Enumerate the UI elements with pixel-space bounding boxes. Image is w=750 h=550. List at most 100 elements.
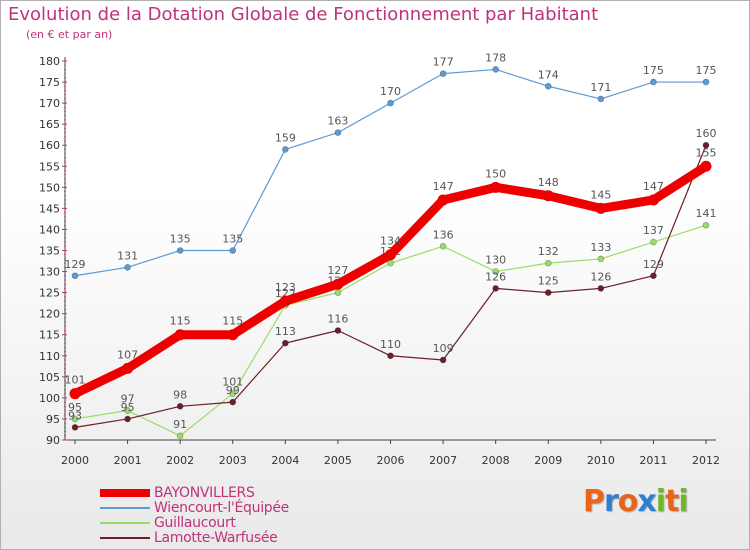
data-label-bayonvillers: 115 <box>170 315 191 328</box>
y-tick-label: 90 <box>46 434 60 447</box>
data-point-wiencourt-l-quip-e <box>439 70 447 77</box>
y-tick-label: 125 <box>39 287 60 300</box>
y-tick-label: 155 <box>39 160 60 173</box>
data-point-guillaucourt <box>176 432 184 440</box>
y-tick-label: 170 <box>39 97 60 110</box>
data-label-lamotte-warfus-e: 113 <box>275 325 296 338</box>
logo-letter: i <box>678 484 688 519</box>
y-tick-label: 120 <box>39 308 60 321</box>
data-point-guillaucourt <box>702 221 710 229</box>
data-label-wiencourt-l-quip-e: 175 <box>696 64 717 77</box>
data-label-lamotte-warfus-e: 116 <box>327 313 348 326</box>
data-label-lamotte-warfus-e: 99 <box>226 384 240 397</box>
data-point-bayonvillers <box>595 202 607 214</box>
data-point-lamotte-warfus-e <box>229 398 237 406</box>
logo-letter: P <box>583 484 605 519</box>
data-point-guillaucourt <box>334 289 342 296</box>
data-point-wiencourt-l-quip-e <box>229 247 237 254</box>
data-label-lamotte-warfus-e: 126 <box>590 270 611 283</box>
x-tick-label: 2005 <box>324 454 352 467</box>
series-line-lamotte-warfus-e <box>74 144 707 428</box>
logo-letter: x <box>637 484 656 519</box>
data-label-lamotte-warfus-e: 95 <box>121 401 135 414</box>
data-label-bayonvillers: 147 <box>643 180 664 193</box>
data-label-wiencourt-l-quip-e: 174 <box>538 68 559 81</box>
data-label-guillaucourt: 101 <box>222 376 243 389</box>
data-point-lamotte-warfus-e <box>124 415 131 423</box>
data-label-bayonvillers: 147 <box>433 180 454 193</box>
data-label-lamotte-warfus-e: 109 <box>433 342 454 355</box>
data-point-wiencourt-l-quip-e <box>597 95 605 103</box>
data-point-bayonvillers <box>69 388 81 400</box>
legend-label: Guillaucourt <box>154 515 236 531</box>
y-tick-label: 165 <box>39 118 60 131</box>
data-point-bayonvillers <box>490 181 502 193</box>
data-label-bayonvillers: 127 <box>327 264 348 277</box>
y-tick-label: 175 <box>39 76 60 89</box>
data-label-wiencourt-l-quip-e: 178 <box>485 51 506 64</box>
data-point-wiencourt-l-quip-e <box>176 247 184 254</box>
data-label-lamotte-warfus-e: 110 <box>380 338 401 351</box>
data-label-bayonvillers: 123 <box>275 281 296 294</box>
data-point-lamotte-warfus-e <box>439 356 447 364</box>
x-tick-label: 2004 <box>271 454 299 467</box>
legend-swatch-wiencourt <box>100 507 150 509</box>
data-point-guillaucourt <box>124 407 131 414</box>
data-point-lamotte-warfus-e <box>387 352 394 360</box>
data-point-guillaucourt <box>439 242 447 250</box>
data-point-bayonvillers <box>279 295 291 307</box>
data-label-lamotte-warfus-e: 125 <box>538 275 559 288</box>
logo-letter: o <box>617 484 639 519</box>
data-point-wiencourt-l-quip-e <box>124 264 131 271</box>
y-tick-label: 135 <box>39 245 60 258</box>
x-tick-label: 2010 <box>587 454 615 467</box>
data-point-wiencourt-l-quip-e <box>334 129 342 136</box>
x-tick-label: 2009 <box>534 454 562 467</box>
data-label-bayonvillers: 134 <box>380 235 401 248</box>
data-point-guillaucourt <box>544 259 552 267</box>
y-tick-label: 105 <box>39 371 60 384</box>
y-tick-label: 100 <box>39 392 60 405</box>
y-tick-label: 150 <box>39 181 60 194</box>
data-point-bayonvillers <box>332 278 344 290</box>
x-tick-label: 2000 <box>61 454 89 467</box>
data-label-guillaucourt: 91 <box>173 418 187 431</box>
legend-swatch-lamotte <box>100 537 150 539</box>
logo-letter: t <box>665 484 679 519</box>
proxiti-logo: Proxiti <box>583 484 689 519</box>
data-label-guillaucourt: 130 <box>485 254 506 267</box>
data-point-lamotte-warfus-e <box>176 403 184 410</box>
x-tick-label: 2008 <box>482 454 510 467</box>
data-label-lamotte-warfus-e: 160 <box>696 127 717 140</box>
data-label-guillaucourt: 132 <box>538 245 559 258</box>
logo-letter: r <box>604 484 619 519</box>
data-point-wiencourt-l-quip-e <box>71 272 79 280</box>
x-tick-label: 2001 <box>114 454 142 467</box>
data-label-lamotte-warfus-e: 126 <box>485 270 506 283</box>
y-tick-label: 160 <box>39 139 60 152</box>
data-point-wiencourt-l-quip-e <box>650 78 657 86</box>
data-point-bayonvillers <box>227 329 239 341</box>
data-label-lamotte-warfus-e: 129 <box>643 258 664 271</box>
series-line-bayonvillers <box>70 161 711 399</box>
data-label-guillaucourt: 136 <box>433 228 454 241</box>
data-point-wiencourt-l-quip-e <box>387 99 394 107</box>
data-label-guillaucourt: 97 <box>121 393 135 406</box>
data-label-wiencourt-l-quip-e: 135 <box>170 233 191 246</box>
data-label-guillaucourt: 137 <box>643 224 664 237</box>
legend-swatch-bayonvillers <box>100 489 150 497</box>
data-label-guillaucourt: 95 <box>68 401 82 414</box>
y-tick-label: 95 <box>46 413 60 426</box>
data-point-bayonvillers <box>437 194 449 206</box>
data-point-bayonvillers <box>542 190 554 202</box>
y-tick-label: 115 <box>39 329 60 342</box>
y-tick-label: 110 <box>39 350 60 363</box>
line-chart: 90 95 100 105 110 115 120 125 130 135 140 145 150 155… <box>39 51 720 467</box>
data-label-wiencourt-l-quip-e: 175 <box>643 64 664 77</box>
logo-letter: i <box>655 484 666 519</box>
legend-label: BAYONVILLERS <box>154 485 255 501</box>
data-label-wiencourt-l-quip-e: 131 <box>117 249 138 262</box>
legend-swatch-guillaucourt <box>100 522 150 524</box>
chart-title: Evolution de la Dotation Globale de Fonc… <box>8 4 599 25</box>
y-tick-label: 145 <box>39 202 60 215</box>
